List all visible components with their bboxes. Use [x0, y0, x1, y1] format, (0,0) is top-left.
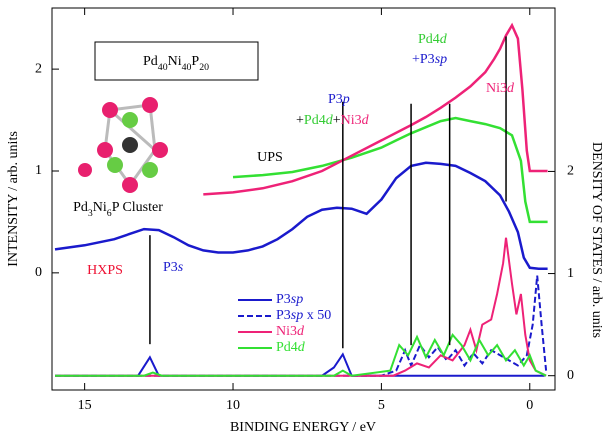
legend-label: Ni3d	[276, 324, 305, 339]
x-tick-label: 15	[78, 398, 92, 413]
y-tick-label: 0	[35, 265, 42, 280]
annotation: Pd4d	[418, 32, 448, 47]
annotation: HXPS	[87, 263, 123, 278]
legend-label: Pd4d	[276, 340, 306, 355]
annotation: Pd3Ni6P Cluster	[73, 200, 163, 219]
annotation: Ni3d	[486, 81, 515, 96]
y-tick-label: 2	[35, 61, 42, 76]
y2-tick-label: 2	[567, 164, 574, 179]
annotation-part: Ni3d	[341, 113, 370, 128]
annotation: P3s	[163, 260, 184, 275]
y2-axis-title: DENSITY OF STATES / arb. units	[589, 142, 604, 338]
annotation: +P3sp	[412, 52, 447, 67]
y-tick-label: 1	[35, 163, 42, 178]
annotation: P3p	[328, 92, 350, 107]
legend-label: P3sp	[276, 292, 303, 307]
y-axis-title: INTENSITY / arb. units	[6, 131, 21, 267]
annotation-part: Pd4d	[304, 113, 334, 128]
legend-label: P3sp x 50	[276, 308, 331, 323]
x-axis-title: BINDING ENERGY / eV	[230, 420, 376, 435]
annotation: +Pd4d+Ni3d	[296, 113, 370, 128]
chart: BINDING ENERGY / eV INTENSITY / arb. uni…	[0, 0, 607, 440]
y2-tick-label: 0	[567, 368, 574, 383]
x-tick-label: 0	[526, 398, 533, 413]
x-tick-label: 10	[226, 398, 240, 413]
annotation-part: +	[333, 113, 341, 128]
annotation: UPS	[257, 150, 283, 165]
spectrum-line	[233, 118, 548, 222]
y2-tick-label: 1	[567, 266, 574, 281]
x-tick-label: 5	[378, 398, 385, 413]
cluster-icon	[78, 97, 168, 193]
